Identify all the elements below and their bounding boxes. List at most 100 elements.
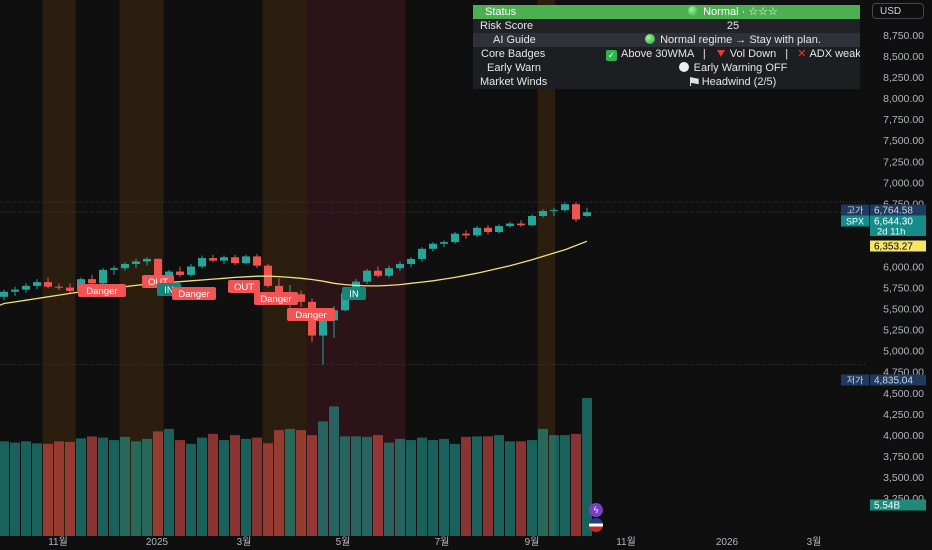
- ai-guide-row: AI Guide Normal regime → Stay with plan.: [473, 33, 860, 47]
- low-price-tag-label: 저가: [847, 376, 864, 386]
- candle-body: [407, 258, 415, 264]
- status-label: Status: [485, 6, 517, 18]
- spx-price-tag-value-bg: [870, 215, 926, 227]
- signal-out-label: OUT: [228, 280, 260, 293]
- volume-bar: [406, 440, 416, 536]
- x-tick-label: 7월: [435, 536, 450, 548]
- green-circle-icon: [645, 34, 656, 44]
- high-price-tag-value: 6,764.58: [874, 206, 913, 217]
- volume-bar: [153, 431, 163, 536]
- volume-bar: [461, 436, 471, 536]
- volume-bar: [120, 436, 130, 536]
- high-price-tag: 고가 6,764.58: [841, 204, 926, 217]
- candle-body: [429, 243, 437, 249]
- candle-body: [33, 282, 41, 286]
- high-price-tag-label: 고가: [847, 206, 864, 216]
- y-tick-label: 3,500.00: [883, 472, 924, 484]
- time-axis: 11월 2025 3월 5월 7월 9월 11월 2026 3월: [48, 536, 821, 548]
- signal-danger-label: Danger: [78, 284, 126, 297]
- candle-body: [154, 258, 162, 276]
- spx-price-tag-label-bg: [841, 215, 869, 227]
- candle-body: [418, 248, 426, 259]
- signal-label-bg: [287, 308, 335, 321]
- volume-bar: [494, 435, 504, 536]
- low-price-tag-value-bg: [870, 374, 926, 386]
- lightning-icon[interactable]: ϟ: [589, 503, 603, 517]
- signal-label-text: Danger: [260, 294, 291, 305]
- candle-body: [242, 256, 250, 264]
- risk-score-value: 25: [726, 20, 740, 32]
- candle-body: [506, 223, 514, 227]
- candle-body: [187, 266, 195, 275]
- volume-bar: [571, 433, 581, 536]
- risk-score-label: Risk Score: [480, 20, 534, 32]
- volume-bar: [296, 430, 306, 536]
- badge-adx-weak: ADX weak: [809, 48, 860, 60]
- spx-countdown: 2d 11h: [877, 227, 905, 238]
- status-value: Normal · ☆☆☆: [703, 6, 778, 18]
- signal-label-bg: [78, 284, 126, 297]
- volume-bar: [505, 441, 515, 536]
- high-price-tag-value-bg: [870, 204, 926, 216]
- volume-bar: [307, 435, 317, 536]
- candle-body: [396, 263, 404, 269]
- y-tick-label: 8,750.00: [883, 30, 924, 42]
- ma-price-tag-value: 6,353.27: [874, 242, 913, 253]
- volume-bar: [65, 441, 75, 536]
- signal-label-bg: [172, 287, 216, 300]
- candle-body: [495, 226, 503, 232]
- us-flag-icon[interactable]: [589, 518, 603, 532]
- candle-body: [484, 227, 492, 232]
- volume-bar: [450, 443, 460, 536]
- signal-label-bg: [254, 292, 298, 305]
- candle-body: [275, 285, 283, 297]
- y-tick-label: 8,500.00: [883, 51, 924, 63]
- candle-body: [121, 263, 129, 269]
- volume-bars: [0, 398, 592, 536]
- candle-body: [99, 269, 107, 284]
- signal-label-text: Danger: [295, 310, 326, 321]
- x-tick-label: 3월: [237, 536, 252, 548]
- early-warn-value: Early Warning OFF: [693, 62, 788, 74]
- volume-bar: [428, 440, 438, 536]
- candle-body: [198, 258, 206, 267]
- volume-bar: [373, 435, 383, 536]
- candle-body: [550, 210, 558, 212]
- market-winds-value: Headwind (2/5): [701, 76, 777, 88]
- volume-bar: [516, 441, 526, 536]
- y-tick-label: 8,250.00: [883, 72, 924, 84]
- volume-bar: [318, 421, 328, 536]
- volume-bar: [98, 437, 108, 536]
- price-axis: 8,750.00 8,500.00 8,250.00 8,000.00 7,750.00…: [883, 30, 924, 505]
- volume-tag-value: 5.54B: [874, 501, 900, 512]
- candle-body: [88, 279, 96, 284]
- y-tick-label: 7,000.00: [883, 177, 924, 189]
- volume-bar: [538, 428, 548, 536]
- volume-bar: [131, 441, 141, 536]
- risk-score-row: Risk Score 25: [473, 19, 860, 33]
- candle-body: [517, 223, 525, 226]
- signal-danger-label: Danger: [254, 292, 298, 305]
- ai-guide-value: Normal regime → Stay with plan.: [660, 34, 821, 46]
- volume-bar: [527, 440, 537, 536]
- signal-danger-label: Danger: [172, 287, 216, 300]
- volume-bar: [439, 438, 449, 536]
- volume-tag-value-bg: [870, 499, 926, 511]
- x-tick-label: 9월: [525, 536, 540, 548]
- candle-body: [110, 268, 118, 270]
- signal-label-text: IN: [164, 285, 174, 296]
- x-tick-label: 2026: [716, 537, 739, 548]
- y-tick-label: 5,000.00: [883, 346, 924, 358]
- market-winds-label: Market Winds: [480, 76, 548, 88]
- candle-body: [0, 291, 8, 297]
- volume-bar: [197, 437, 207, 536]
- volume-bar: [87, 436, 97, 536]
- volume-bar: [32, 443, 42, 536]
- candle-body: [385, 268, 393, 276]
- volume-bar: [241, 438, 251, 536]
- volume-tag: 5.54B: [870, 499, 926, 512]
- candle-body: [176, 271, 184, 275]
- currency-button[interactable]: USD: [872, 3, 924, 19]
